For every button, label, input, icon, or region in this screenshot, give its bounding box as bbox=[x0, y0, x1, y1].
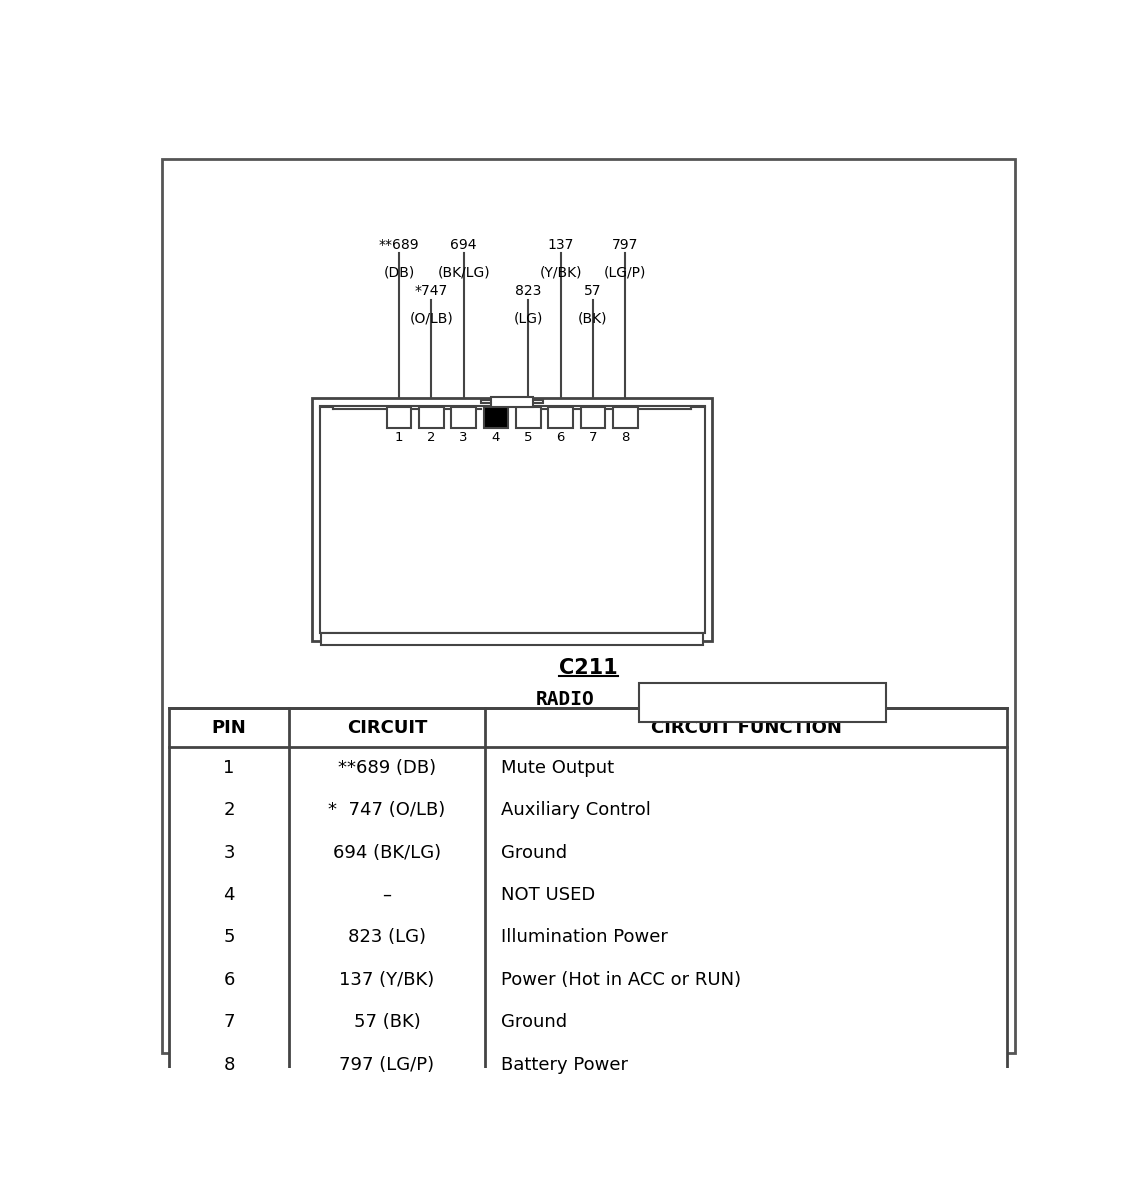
Text: Illumination Power: Illumination Power bbox=[501, 929, 667, 947]
Bar bbox=[639, 683, 885, 721]
Bar bbox=[481, 400, 543, 403]
Text: 2: 2 bbox=[224, 802, 235, 820]
Text: 3: 3 bbox=[459, 431, 468, 444]
Text: 4: 4 bbox=[491, 431, 501, 444]
Text: 1: 1 bbox=[395, 431, 403, 444]
Text: **689 (DB): **689 (DB) bbox=[338, 760, 436, 778]
Text: (Y/BK): (Y/BK) bbox=[540, 265, 582, 280]
Text: PIN: PIN bbox=[211, 719, 247, 737]
Text: Mute Output: Mute Output bbox=[501, 760, 614, 778]
Bar bbox=[451, 407, 476, 428]
Text: C211: C211 bbox=[559, 658, 618, 678]
Text: 5: 5 bbox=[523, 431, 533, 444]
Text: 57 (BK): 57 (BK) bbox=[354, 1013, 420, 1031]
Text: 823 (LG): 823 (LG) bbox=[348, 929, 426, 947]
Text: (DB): (DB) bbox=[383, 265, 414, 280]
Text: 137: 137 bbox=[548, 238, 574, 252]
Bar bbox=[312, 398, 712, 641]
Text: 797 (LG/P): 797 (LG/P) bbox=[340, 1056, 435, 1074]
Text: 137 (Y/BK): 137 (Y/BK) bbox=[340, 971, 435, 989]
Text: Power (Hot in ACC or RUN): Power (Hot in ACC or RUN) bbox=[501, 971, 740, 989]
Text: Battery Power: Battery Power bbox=[501, 1056, 628, 1074]
Text: 4: 4 bbox=[224, 886, 235, 904]
Text: 823: 823 bbox=[515, 284, 542, 298]
Text: 8: 8 bbox=[224, 1056, 235, 1074]
Bar bbox=[491, 396, 534, 407]
Text: (BK): (BK) bbox=[579, 312, 607, 326]
Bar bbox=[613, 407, 637, 428]
Text: Ground: Ground bbox=[501, 1013, 567, 1031]
Text: Ground: Ground bbox=[501, 844, 567, 862]
Text: 797: 797 bbox=[612, 238, 638, 252]
Text: 694: 694 bbox=[450, 238, 476, 252]
Bar bbox=[515, 407, 541, 428]
Bar bbox=[419, 407, 443, 428]
Text: 7: 7 bbox=[224, 1013, 235, 1031]
Text: CIRCUIT: CIRCUIT bbox=[347, 719, 427, 737]
Text: (BK/LG): (BK/LG) bbox=[437, 265, 490, 280]
Text: RADIO: RADIO bbox=[536, 690, 595, 709]
Text: 6: 6 bbox=[224, 971, 235, 989]
Text: *  WITH CD PLAYER: * WITH CD PLAYER bbox=[646, 689, 789, 703]
Text: 7: 7 bbox=[589, 431, 597, 444]
Text: 694 (BK/LG): 694 (BK/LG) bbox=[333, 844, 441, 862]
Text: **  WITH PREMIUM SOUND: ** WITH PREMIUM SOUND bbox=[646, 704, 831, 719]
Text: 2: 2 bbox=[427, 431, 435, 444]
Text: 8: 8 bbox=[621, 431, 629, 444]
Text: 3: 3 bbox=[224, 844, 235, 862]
Bar bbox=[319, 406, 705, 632]
Text: NOT USED: NOT USED bbox=[501, 886, 595, 904]
Text: CIRCUIT FUNCTION: CIRCUIT FUNCTION bbox=[651, 719, 841, 737]
Text: *747: *747 bbox=[414, 284, 448, 298]
Text: *  747 (O/LB): * 747 (O/LB) bbox=[328, 802, 445, 820]
Text: 57: 57 bbox=[584, 284, 602, 298]
Text: –: – bbox=[382, 886, 391, 904]
Text: **689: **689 bbox=[379, 238, 419, 252]
Bar bbox=[387, 407, 411, 428]
Text: 1: 1 bbox=[224, 760, 235, 778]
Text: (LG): (LG) bbox=[513, 312, 543, 326]
Bar bbox=[170, 708, 1007, 1086]
Bar bbox=[549, 407, 573, 428]
Bar bbox=[321, 632, 703, 646]
Text: Auxiliary Control: Auxiliary Control bbox=[501, 802, 651, 820]
Bar bbox=[483, 407, 509, 428]
Text: (O/LB): (O/LB) bbox=[410, 312, 453, 326]
Text: 5: 5 bbox=[224, 929, 235, 947]
Text: 6: 6 bbox=[557, 431, 565, 444]
Bar bbox=[581, 407, 605, 428]
Text: (LG/P): (LG/P) bbox=[604, 265, 646, 280]
